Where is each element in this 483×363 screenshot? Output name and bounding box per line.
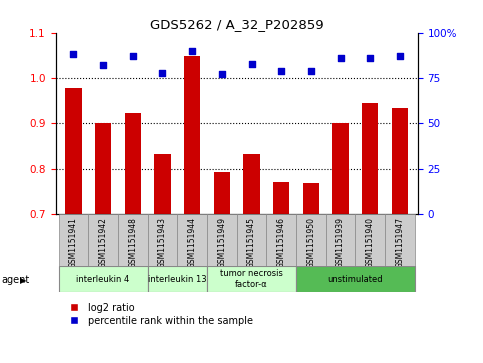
Bar xyxy=(118,214,148,267)
Bar xyxy=(296,266,415,292)
Bar xyxy=(303,183,319,214)
Text: GSM1151946: GSM1151946 xyxy=(277,217,286,268)
Point xyxy=(248,61,256,66)
Bar xyxy=(207,266,296,292)
Text: GSM1151944: GSM1151944 xyxy=(187,217,197,268)
Text: GSM1151940: GSM1151940 xyxy=(366,217,375,268)
Bar xyxy=(266,214,296,267)
Point xyxy=(337,55,344,61)
Text: GSM1151942: GSM1151942 xyxy=(99,217,108,268)
Bar xyxy=(207,214,237,267)
Legend: log2 ratio, percentile rank within the sample: log2 ratio, percentile rank within the s… xyxy=(60,299,256,330)
Text: GSM1151943: GSM1151943 xyxy=(158,217,167,268)
Text: GSM1151948: GSM1151948 xyxy=(128,217,137,268)
Text: GSM1151947: GSM1151947 xyxy=(396,217,404,268)
Bar xyxy=(326,214,355,267)
Point xyxy=(277,68,285,74)
Bar xyxy=(392,107,408,214)
Point xyxy=(129,53,137,59)
Text: GSM1151941: GSM1151941 xyxy=(69,217,78,268)
Bar xyxy=(177,214,207,267)
Bar xyxy=(362,103,379,214)
Point xyxy=(307,68,315,74)
Bar xyxy=(355,214,385,267)
Bar xyxy=(273,182,289,214)
Title: GDS5262 / A_32_P202859: GDS5262 / A_32_P202859 xyxy=(150,19,324,32)
Text: agent: agent xyxy=(1,275,29,285)
Bar xyxy=(213,172,230,214)
Text: GSM1151950: GSM1151950 xyxy=(306,217,315,268)
Bar xyxy=(88,214,118,267)
Point xyxy=(188,48,196,54)
Bar xyxy=(154,154,170,214)
Bar xyxy=(296,214,326,267)
Bar xyxy=(385,214,415,267)
Bar xyxy=(332,123,349,214)
Text: tumor necrosis
factor-α: tumor necrosis factor-α xyxy=(220,269,283,289)
Text: GSM1151939: GSM1151939 xyxy=(336,217,345,268)
Bar xyxy=(58,266,148,292)
Bar xyxy=(58,214,88,267)
Bar xyxy=(148,266,207,292)
Text: GSM1151945: GSM1151945 xyxy=(247,217,256,268)
Bar xyxy=(237,214,266,267)
Point xyxy=(158,70,166,76)
Point xyxy=(99,62,107,68)
Text: interleukin 13: interleukin 13 xyxy=(148,275,207,284)
Bar xyxy=(125,113,141,214)
Point xyxy=(218,72,226,77)
Text: unstimulated: unstimulated xyxy=(327,275,383,284)
Bar xyxy=(243,154,260,214)
Point xyxy=(70,52,77,57)
Text: GSM1151949: GSM1151949 xyxy=(217,217,227,268)
Text: ▶: ▶ xyxy=(20,276,27,285)
Bar xyxy=(148,214,177,267)
Bar xyxy=(184,56,200,214)
Point xyxy=(396,53,404,59)
Text: interleukin 4: interleukin 4 xyxy=(76,275,129,284)
Bar xyxy=(65,88,82,214)
Point xyxy=(367,55,374,61)
Bar xyxy=(95,123,111,214)
